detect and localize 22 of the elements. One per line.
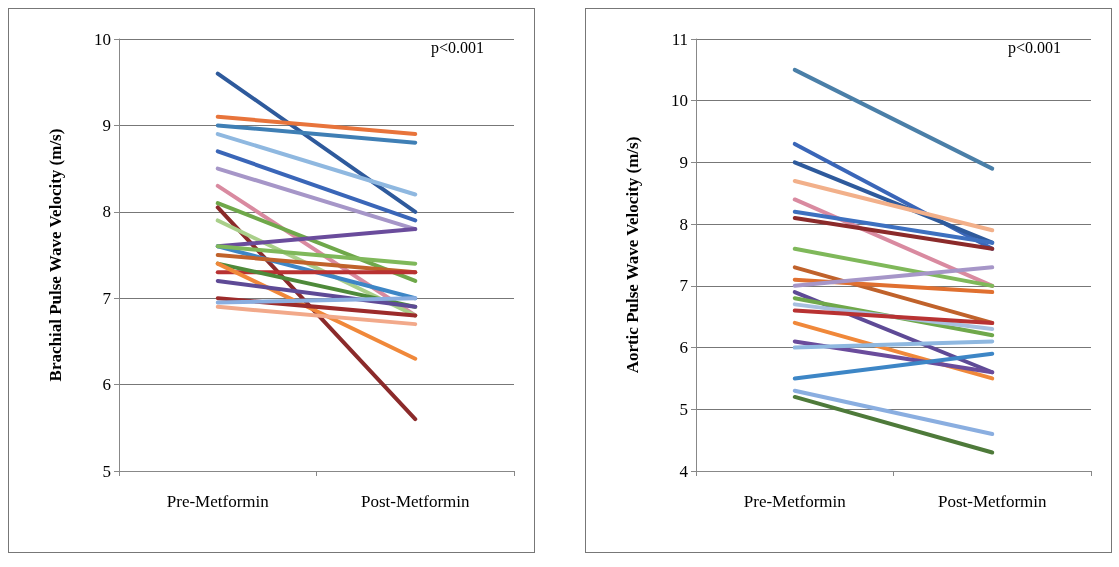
annotation: p<0.001 bbox=[1007, 38, 1062, 57]
y-tick-label: 9 bbox=[679, 152, 688, 172]
x-tick-label: Pre-Metformin bbox=[166, 492, 270, 511]
y-axis-title: Brachial Pulse Wave Velocity (m/s) bbox=[46, 128, 65, 382]
y-tick-label: 8 bbox=[679, 214, 688, 234]
y-tick-label: 5 bbox=[679, 399, 688, 419]
y-tick-label: 6 bbox=[102, 375, 111, 395]
y-tick-label: 8 bbox=[102, 202, 111, 222]
x-tick-label: Post-Metformin bbox=[937, 492, 1048, 511]
y-tick-label: 10 bbox=[94, 29, 111, 49]
x-tick-label: Post-Metformin bbox=[360, 492, 471, 511]
y-tick-label: 7 bbox=[102, 288, 112, 308]
y-tick-label: 5 bbox=[102, 461, 111, 481]
y-tick-label: 10 bbox=[671, 91, 688, 111]
y-tick-label: 6 bbox=[679, 338, 688, 358]
y-axis-title: Aortic Pulse Wave Velocity (m/s) bbox=[623, 136, 642, 374]
y-tick-label: 7 bbox=[679, 276, 689, 296]
annotation: p<0.001 bbox=[430, 38, 485, 57]
y-tick-label: 9 bbox=[102, 115, 111, 135]
x-tick-label: Pre-Metformin bbox=[743, 492, 847, 511]
y-tick-label: 4 bbox=[679, 461, 689, 481]
y-tick-label: 11 bbox=[671, 29, 688, 49]
